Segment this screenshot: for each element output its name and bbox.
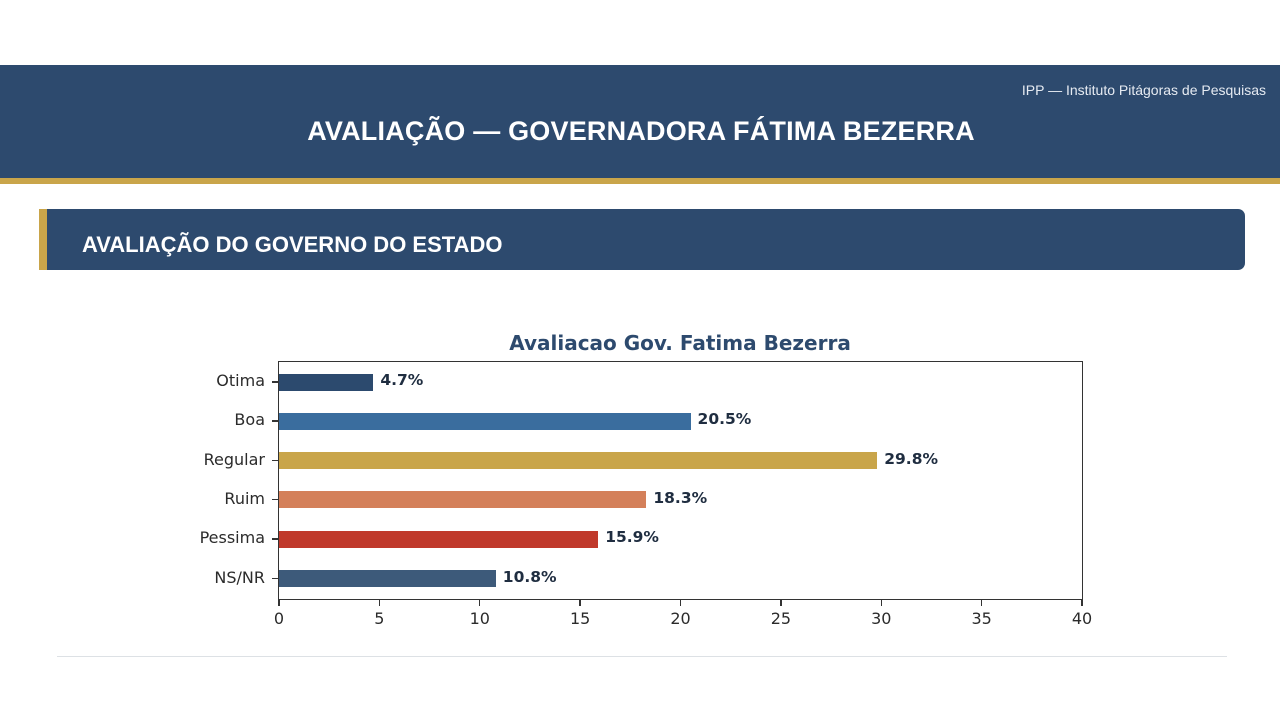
y-tick-label: Otima	[216, 371, 265, 390]
page-title: AVALIAÇÃO — GOVERNADORA FÁTIMA BEZERRA	[307, 116, 975, 146]
x-tick-label: 20	[670, 609, 691, 628]
section-header: AVALIAÇÃO DO GOVERNO DO ESTADO	[39, 209, 1245, 270]
x-tick-mark	[278, 600, 280, 606]
x-tick-label: 30	[871, 609, 892, 628]
x-tick-mark	[378, 600, 381, 606]
bar-boa	[279, 412, 691, 430]
y-tick-mark	[272, 381, 278, 383]
bar-ruim	[279, 491, 647, 508]
x-tick-mark	[579, 600, 581, 606]
bar-regular	[279, 452, 878, 469]
bar-otima	[279, 373, 374, 391]
footer-divider	[57, 656, 1227, 657]
x-tick-mark	[679, 600, 682, 606]
x-tick-label: 10	[469, 609, 490, 628]
y-tick-mark	[272, 459, 278, 462]
x-tick-mark	[980, 600, 983, 606]
x-tick-label: 0	[273, 609, 285, 628]
x-tick-label: 15	[569, 609, 591, 628]
y-tick-mark	[272, 420, 278, 422]
organization-name: IPP — Instituto Pitágoras de Pesquisas	[1021, 82, 1266, 98]
x-tick-label: 40	[1071, 609, 1093, 628]
chart-title: Avaliacao Gov. Fatima Bezerra	[509, 331, 851, 355]
section-title: AVALIAÇÃO DO GOVERNO DO ESTADO	[82, 232, 503, 257]
y-tick-label: Pessima	[199, 528, 265, 547]
x-tick-label: 35	[971, 609, 992, 628]
bar-value-label: 29.8%	[884, 449, 939, 468]
x-tick-mark	[479, 600, 481, 606]
y-tick-mark	[272, 498, 278, 501]
bar-value-label: 10.8%	[502, 567, 557, 586]
x-tick-mark	[780, 600, 782, 606]
y-tick-mark	[272, 538, 278, 540]
bar-value-label: 18.3%	[653, 488, 708, 507]
plot-area	[278, 361, 1083, 600]
y-tick-label: Ruim	[224, 488, 265, 508]
y-tick-label: Regular	[203, 449, 265, 469]
y-tick-mark	[272, 577, 278, 580]
bar-pessima	[279, 530, 599, 548]
y-tick-label: NS/NR	[214, 567, 265, 587]
x-tick-label: 25	[770, 609, 792, 628]
bar-value-label: 20.5%	[697, 410, 752, 428]
header-accent-stripe	[0, 178, 1280, 184]
x-tick-mark	[880, 600, 882, 606]
x-tick-label: 5	[374, 609, 385, 628]
y-tick-label: Boa	[234, 410, 265, 429]
bar-value-label: 15.9%	[605, 528, 659, 546]
bar-ns-nr	[279, 570, 496, 587]
bar-value-label: 4.7%	[380, 371, 424, 389]
page-header	[0, 65, 1280, 178]
x-tick-mark	[1081, 600, 1083, 606]
